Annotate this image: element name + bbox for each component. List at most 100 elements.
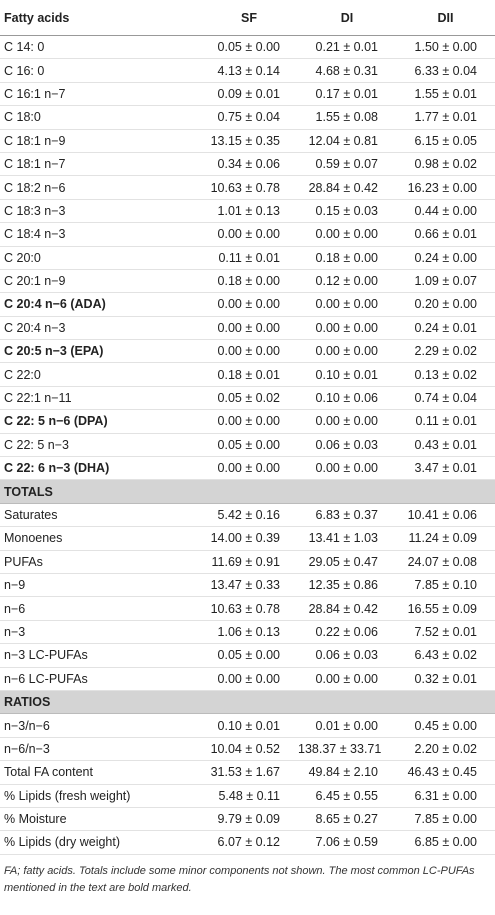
cell-value: 0.00 ± 0.00: [200, 667, 298, 691]
row-label: n−6/n−3: [0, 737, 200, 762]
data-row: n−3/n−6 0.10 ± 0.01 0.01 ± 0.00 0.45 ± 0.00: [0, 713, 495, 738]
cell-value: 0.05 ± 0.00: [200, 643, 298, 668]
data-row: C 20:5 n−3 (EPA) 0.00 ± 0.00 0.00 ± 0.00 2.…: [0, 339, 495, 364]
cell-value: 49.84 ± 2.10: [298, 760, 396, 785]
cell-value: 31.53 ± 1.67: [200, 760, 298, 785]
data-row: % Lipids (fresh weight) 5.48 ± 0.11 6.45 ±…: [0, 784, 495, 808]
data-row: % Moisture 9.79 ± 0.09 8.65 ± 0.27 7.85 ± 0…: [0, 807, 495, 832]
cell-value: 0.18 ± 0.00: [298, 246, 396, 270]
cell-value: 138.37 ± 33.71: [298, 737, 396, 762]
row-label: PUFAs: [0, 550, 200, 574]
cell-value: 5.42 ± 0.16: [200, 503, 298, 528]
row-label: n−3: [0, 620, 200, 645]
data-row: % Lipids (dry weight) 6.07 ± 0.12 7.06 ± 0…: [0, 830, 495, 855]
row-label: C 18:0: [0, 105, 200, 130]
cell-value: 28.84 ± 0.42: [298, 175, 396, 200]
cell-value: 0.00 ± 0.00: [298, 339, 396, 364]
row-label: C 22:0: [0, 362, 200, 387]
data-row: C 22: 6 n−3 (DHA) 0.00 ± 0.00 0.00 ± 0.00 3…: [0, 456, 495, 481]
row-label: C 18:1 n−9: [0, 129, 200, 153]
cell-value: 6.07 ± 0.12: [200, 830, 298, 855]
cell-value: 0.00 ± 0.00: [298, 222, 396, 247]
cell-value: 0.05 ± 0.02: [200, 386, 298, 411]
row-label: C 22:1 n−11: [0, 386, 200, 411]
data-row: C 20:4 n−6 (ADA) 0.00 ± 0.00 0.00 ± 0.00 0.…: [0, 292, 495, 317]
cell-value: 6.31 ± 0.00: [396, 784, 495, 808]
data-row: C 18:2 n−6 10.63 ± 0.78 28.84 ± 0.42 16.23 …: [0, 175, 495, 200]
row-label: C 14: 0: [0, 35, 200, 60]
row-label: n−3 LC-PUFAs: [0, 643, 200, 668]
cell-value: 1.77 ± 0.01: [396, 105, 495, 130]
data-row: C 18:3 n−3 1.01 ± 0.13 0.15 ± 0.03 0.44 ± 0…: [0, 199, 495, 224]
cell-value: 0.00 ± 0.00: [200, 409, 298, 434]
cell-value: 29.05 ± 0.47: [298, 550, 396, 574]
cell-value: 6.15 ± 0.05: [396, 129, 495, 153]
row-label: C 20:1 n−9: [0, 269, 200, 294]
cell-value: 13.15 ± 0.35: [200, 129, 298, 153]
cell-value: 7.52 ± 0.01: [396, 620, 495, 645]
cell-value: 12.04 ± 0.81: [298, 129, 396, 153]
cell-value: 4.13 ± 0.14: [200, 58, 298, 83]
cell-value: 0.09 ± 0.01: [200, 82, 298, 107]
cell-value: 0.44 ± 0.00: [396, 199, 495, 224]
cell-value: 0.10 ± 0.06: [298, 386, 396, 411]
row-label: n−6 LC-PUFAs: [0, 667, 200, 691]
cell-value: 0.17 ± 0.01: [298, 82, 396, 107]
cell-value: 7.06 ± 0.59: [298, 830, 396, 855]
data-row: C 20:4 n−3 0.00 ± 0.00 0.00 ± 0.00 0.24 ± 0…: [0, 316, 495, 341]
row-label: n−3/n−6: [0, 713, 200, 738]
cell-value: 11.24 ± 0.09: [396, 526, 495, 551]
cell-value: 6.45 ± 0.55: [298, 784, 396, 808]
cell-value: 7.85 ± 0.10: [396, 573, 495, 598]
cell-value: 16.55 ± 0.09: [396, 596, 495, 621]
row-label: C 18:4 n−3: [0, 222, 200, 247]
cell-value: 7.85 ± 0.00: [396, 807, 495, 832]
cell-value: 0.98 ± 0.02: [396, 152, 495, 177]
data-row: Total FA content 31.53 ± 1.67 49.84 ± 2.10…: [0, 760, 495, 785]
cell-value: 6.33 ± 0.04: [396, 58, 495, 83]
cell-value: 0.74 ± 0.04: [396, 386, 495, 411]
cell-value: 1.06 ± 0.13: [200, 620, 298, 645]
data-row: PUFAs 11.69 ± 0.91 29.05 ± 0.47 24.07 ± 0.0…: [0, 550, 495, 574]
cell-value: 13.47 ± 0.33: [200, 573, 298, 598]
row-label: % Lipids (dry weight): [0, 830, 200, 855]
row-label: C 16:1 n−7: [0, 82, 200, 107]
cell-value: 0.75 ± 0.04: [200, 105, 298, 130]
cell-value: 0.00 ± 0.00: [200, 222, 298, 247]
cell-value: 0.01 ± 0.00: [298, 713, 396, 738]
cell-value: 1.55 ± 0.08: [298, 105, 396, 130]
cell-value: 0.45 ± 0.00: [396, 713, 495, 738]
section-label: RATIOS: [0, 690, 495, 715]
column-header: Fatty acids: [0, 0, 200, 36]
cell-value: 13.41 ± 1.03: [298, 526, 396, 551]
cell-value: 0.00 ± 0.00: [298, 316, 396, 341]
cell-value: 0.20 ± 0.00: [396, 292, 495, 317]
cell-value: 0.10 ± 0.01: [200, 713, 298, 738]
row-label: C 18:1 n−7: [0, 152, 200, 177]
cell-value: 0.05 ± 0.00: [200, 433, 298, 458]
cell-value: 0.66 ± 0.01: [396, 222, 495, 247]
data-row: n−6 10.63 ± 0.78 28.84 ± 0.42 16.55 ± 0.09: [0, 596, 495, 621]
row-label: C 20:5 n−3 (EPA): [0, 339, 200, 364]
fatty-acid-table: Fatty acids SF DI DII C 14: 0 0.05 ± 0.00 0.2…: [0, 0, 495, 855]
row-label: C 22: 5 n−6 (DPA): [0, 409, 200, 434]
cell-value: 0.24 ± 0.01: [396, 316, 495, 341]
cell-value: 2.20 ± 0.02: [396, 737, 495, 762]
column-header: SF: [200, 0, 298, 36]
cell-value: 10.04 ± 0.52: [200, 737, 298, 762]
cell-value: 0.43 ± 0.01: [396, 433, 495, 458]
data-row: C 20:0 0.11 ± 0.01 0.18 ± 0.00 0.24 ± 0.00: [0, 246, 495, 270]
cell-value: 0.00 ± 0.00: [298, 667, 396, 691]
cell-value: 0.11 ± 0.01: [200, 246, 298, 270]
cell-value: 0.18 ± 0.01: [200, 362, 298, 387]
cell-value: 6.43 ± 0.02: [396, 643, 495, 668]
cell-value: 0.00 ± 0.00: [298, 409, 396, 434]
section-label: TOTALS: [0, 479, 495, 504]
cell-value: 1.09 ± 0.07: [396, 269, 495, 294]
cell-value: 0.06 ± 0.03: [298, 643, 396, 668]
data-row: C 18:4 n−3 0.00 ± 0.00 0.00 ± 0.00 0.66 ± 0…: [0, 222, 495, 247]
section-row: TOTALS: [0, 479, 495, 504]
data-row: n−6 LC-PUFAs 0.00 ± 0.00 0.00 ± 0.00 0.32 ±…: [0, 667, 495, 691]
data-row: C 14: 0 0.05 ± 0.00 0.21 ± 0.01 1.50 ± 0.00: [0, 35, 495, 60]
cell-value: 5.48 ± 0.11: [200, 784, 298, 808]
